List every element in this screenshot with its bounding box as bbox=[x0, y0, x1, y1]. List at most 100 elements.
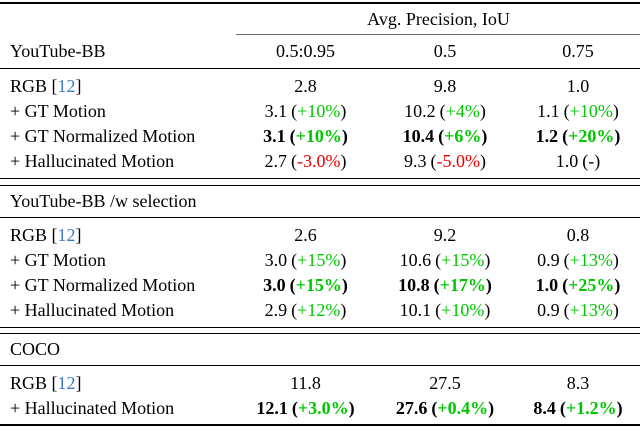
metric-cell: 0.9 (+13%) bbox=[516, 300, 640, 321]
delta-value: (+13%) bbox=[563, 249, 619, 270]
table-header-row: Avg. Precision, IoU bbox=[0, 4, 640, 34]
metric-cell: 3.1 (+10%) bbox=[237, 101, 374, 122]
table-row: + Hallucinated Motion 2.9 (+12%) 10.1 (+10… bbox=[0, 298, 640, 323]
metric-value: 10.6 bbox=[399, 249, 432, 270]
delta-value: (+10%) bbox=[435, 299, 491, 320]
delta-value: (+15%) bbox=[435, 249, 491, 270]
section-header-row: YouTube-BB /w selection bbox=[0, 186, 640, 217]
mid-rule bbox=[0, 68, 640, 69]
metric-value: 2.6 bbox=[294, 224, 317, 245]
row-label: + GT Normalized Motion bbox=[0, 275, 237, 296]
group-youtube-bb: RGB [12] 2.8 9.8 1.0 + GT Motion 3.1 (+10… bbox=[0, 69, 640, 178]
metric-cell: 9.2 bbox=[374, 225, 516, 246]
delta-value: (+4%) bbox=[439, 101, 486, 121]
metric-value: 1.2 bbox=[535, 126, 559, 146]
mid-rule bbox=[0, 365, 640, 366]
metric-cell: 3.0 (+15%) bbox=[237, 275, 374, 296]
section-name-coco: COCO bbox=[10, 339, 61, 359]
metric-value: 9.2 bbox=[433, 224, 457, 245]
metric-value: 0.9 bbox=[537, 299, 560, 320]
row-label: + Hallucinated Motion bbox=[0, 300, 237, 321]
metric-value: 27.6 bbox=[395, 398, 428, 418]
metric-cell: 3.0 (+15%) bbox=[237, 250, 374, 271]
metric-value: 9.8 bbox=[433, 76, 457, 96]
metric-cell: 3.1 (+10%) bbox=[237, 126, 374, 147]
table-row: RGB [12] 2.8 9.8 1.0 bbox=[0, 74, 640, 99]
metric-value: 1.1 bbox=[537, 101, 560, 121]
metric-value: 10.1 bbox=[399, 299, 432, 320]
metric-value: 11.8 bbox=[290, 373, 321, 393]
delta-value: (+15%) bbox=[291, 249, 347, 270]
row-label-suffix: ] bbox=[75, 224, 82, 245]
table-row: RGB [12] 2.6 9.2 0.8 bbox=[0, 223, 640, 248]
metric-cell: 9.3 (-5.0%) bbox=[374, 151, 516, 172]
section-name-youtube-bb: YouTube-BB bbox=[10, 41, 106, 61]
delta-value: (+3.0%) bbox=[291, 398, 355, 418]
delta-value: (+10%) bbox=[291, 101, 347, 121]
delta-value: (+20%) bbox=[562, 126, 621, 146]
metric-cell: 8.4 (+1.2%) bbox=[516, 398, 640, 419]
delta-value: (+25%) bbox=[562, 274, 621, 295]
row-label: + Hallucinated Motion bbox=[0, 151, 237, 172]
metric-cell: 0.9 (+13%) bbox=[516, 250, 640, 271]
metric-cell: 2.8 bbox=[237, 76, 374, 97]
citation-link[interactable]: 12 bbox=[57, 76, 76, 96]
table-row: + GT Motion 3.1 (+10%) 10.2 (+4%) 1.1 (+10%… bbox=[0, 99, 640, 124]
table-row-best: + Hallucinated Motion 12.1 (+3.0%) 27.6 (+… bbox=[0, 396, 640, 421]
row-label-text: RGB [ bbox=[10, 224, 58, 245]
metric-cell: 2.9 (+12%) bbox=[237, 300, 374, 321]
column-header-iou-0595: 0.5:0.95 bbox=[275, 41, 335, 61]
group-coco: RGB [12] 11.8 27.5 8.3 + Hallucinated Mo… bbox=[0, 366, 640, 424]
delta-value: (+10%) bbox=[563, 101, 619, 121]
delta-value: (+15%) bbox=[289, 274, 348, 295]
metric-value: 12.1 bbox=[256, 398, 288, 418]
metric-value: 8.4 bbox=[533, 398, 556, 418]
mid-rule bbox=[0, 216, 640, 218]
double-rule bbox=[0, 178, 640, 186]
delta-value: (+17%) bbox=[433, 274, 492, 295]
cmid-rule bbox=[236, 34, 640, 35]
metric-cell: 2.7 (-3.0%) bbox=[237, 151, 374, 172]
metric-value: 0.8 bbox=[566, 224, 590, 245]
row-label-text: + Hallucinated Motion bbox=[10, 151, 175, 171]
citation-link[interactable]: 12 bbox=[57, 224, 76, 245]
metric-cell: 11.8 bbox=[237, 373, 374, 394]
delta-value: (-3.0%) bbox=[291, 151, 347, 171]
delta-value: (+6%) bbox=[438, 126, 488, 146]
row-label: RGB [12] bbox=[0, 76, 237, 97]
double-rule bbox=[0, 326, 640, 334]
delta-value: (+1.2%) bbox=[559, 398, 623, 418]
metric-value: 10.4 bbox=[402, 126, 435, 146]
table-row-best: + GT Normalized Motion 3.1 (+10%) 10.4 (+6… bbox=[0, 124, 640, 149]
table-title: Avg. Precision, IoU bbox=[367, 8, 510, 29]
column-header-iou-075: 0.75 bbox=[562, 41, 594, 61]
metric-cell: 1.0 (+25%) bbox=[516, 275, 640, 296]
metric-cell: 2.6 bbox=[237, 225, 374, 246]
metric-value: 3.0 bbox=[264, 249, 288, 270]
metric-cell: 12.1 (+3.0%) bbox=[237, 398, 374, 419]
metric-cell: 1.0 bbox=[516, 76, 640, 97]
metric-cell: 10.4 (+6%) bbox=[374, 126, 516, 147]
metric-cell: 1.1 (+10%) bbox=[516, 101, 640, 122]
metric-cell: 10.8 (+17%) bbox=[374, 275, 516, 296]
table-row-best: + GT Normalized Motion 3.0 (+15%) 10.8 (+1… bbox=[0, 273, 640, 298]
delta-value: (+12%) bbox=[291, 299, 347, 320]
delta-value: (+10%) bbox=[289, 126, 348, 146]
top-rule bbox=[0, 2, 640, 4]
row-label-text: + GT Normalized Motion bbox=[10, 274, 196, 295]
metric-value: 3.1 bbox=[264, 101, 288, 121]
column-header-iou-05: 0.5 bbox=[433, 41, 457, 61]
row-label: + GT Motion bbox=[0, 250, 237, 271]
metric-cell: 1.2 (+20%) bbox=[516, 126, 640, 147]
metric-value: 2.9 bbox=[264, 299, 288, 320]
delta-value: (-) bbox=[582, 151, 601, 171]
section-name-youtube-bb-selection: YouTube-BB /w selection bbox=[10, 190, 197, 211]
metric-cell: 27.5 bbox=[374, 373, 516, 394]
metric-value: 10.8 bbox=[398, 274, 430, 295]
metric-value: 3.1 bbox=[263, 126, 286, 146]
table-row: RGB [12] 11.8 27.5 8.3 bbox=[0, 371, 640, 396]
metric-value: 8.3 bbox=[566, 373, 590, 393]
metric-cell: 27.6 (+0.4%) bbox=[374, 398, 516, 419]
citation-link[interactable]: 12 bbox=[57, 373, 76, 393]
